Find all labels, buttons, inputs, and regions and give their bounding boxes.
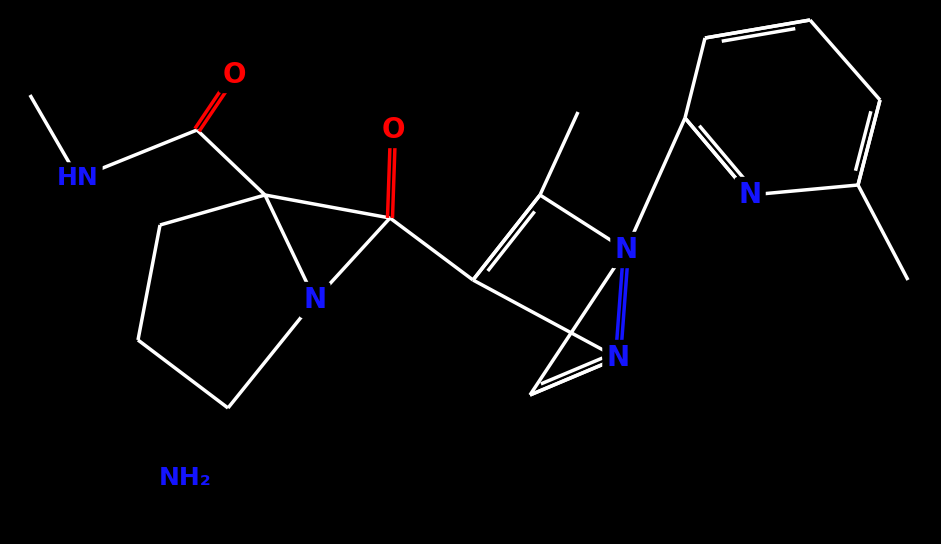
Text: O: O (381, 116, 405, 144)
Text: N: N (614, 236, 638, 264)
Text: O: O (222, 61, 246, 89)
Text: NH₂: NH₂ (159, 466, 212, 490)
Text: HN: HN (57, 166, 99, 190)
Text: N: N (606, 344, 630, 372)
Text: N: N (303, 286, 327, 314)
Text: N: N (739, 181, 761, 209)
